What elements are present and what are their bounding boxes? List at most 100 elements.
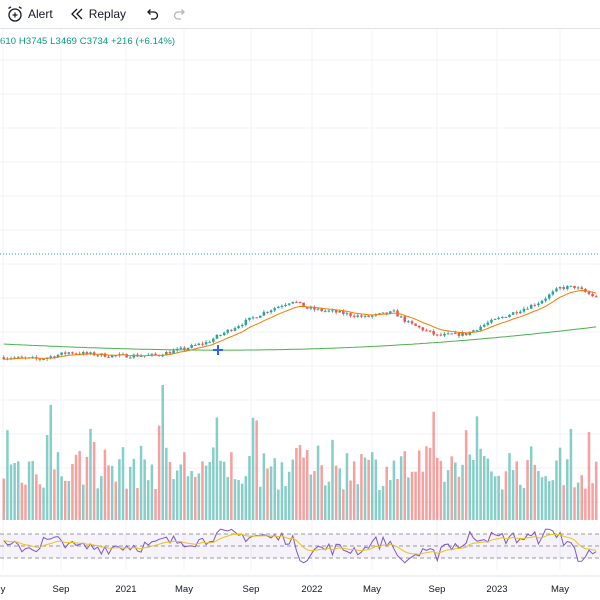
- volume-bar: [551, 480, 555, 520]
- volume-bar: [107, 465, 110, 520]
- alert-button[interactable]: Alert: [0, 0, 59, 28]
- volume-bar: [237, 480, 240, 520]
- candle: [594, 294, 598, 298]
- volume-bar: [9, 464, 13, 520]
- candle: [573, 285, 576, 290]
- candle: [482, 323, 486, 328]
- volume-bar: [515, 461, 518, 520]
- volume-bar: [432, 411, 435, 520]
- volume-bar: [342, 489, 345, 520]
- volume-bar: [587, 432, 591, 520]
- undo-button[interactable]: [138, 0, 166, 28]
- candle: [497, 316, 500, 320]
- volume-bar: [186, 476, 190, 520]
- volume-bar: [201, 461, 204, 520]
- volume-bar: [230, 452, 233, 520]
- candle: [128, 356, 132, 359]
- volume-bar: [526, 460, 529, 520]
- volume-bar: [71, 463, 74, 520]
- volume-bar: [573, 487, 576, 520]
- candle: [295, 300, 298, 303]
- volume-bar: [537, 471, 540, 520]
- volume-bar: [302, 457, 305, 520]
- candle: [201, 341, 204, 347]
- volume-bar: [389, 480, 392, 520]
- volume-bar: [417, 450, 421, 520]
- ema-slow-line: [3, 326, 597, 351]
- volume-bar: [248, 455, 251, 520]
- volume-bar: [396, 478, 399, 520]
- volume-bar: [172, 479, 175, 520]
- candle: [352, 313, 356, 319]
- candle: [529, 303, 533, 309]
- volume-bar: [49, 405, 53, 520]
- volume-bar: [74, 454, 78, 520]
- candle: [396, 309, 399, 317]
- candle: [562, 285, 565, 291]
- volume-bar: [439, 460, 443, 520]
- redo-button[interactable]: [166, 0, 194, 28]
- volume-bar: [410, 471, 414, 520]
- ohlc-legend: 610 H3745 L3469 C3734 +216 (+6.14%): [0, 36, 176, 47]
- candle: [327, 309, 331, 313]
- replay-button[interactable]: Replay: [63, 0, 132, 28]
- candle: [212, 337, 215, 344]
- volume-bar: [89, 428, 92, 520]
- volume-bar: [547, 481, 551, 520]
- candle: [251, 315, 255, 320]
- volume-bar: [511, 470, 515, 520]
- candle: [259, 315, 262, 318]
- volume-bar: [118, 459, 121, 520]
- volume-bar: [450, 456, 453, 520]
- candle: [342, 309, 345, 316]
- volume-bar: [179, 464, 183, 520]
- candle: [381, 312, 385, 314]
- volume-bar: [92, 441, 96, 520]
- candle: [432, 329, 435, 336]
- volume-bar: [504, 471, 508, 520]
- volume-bar: [443, 481, 446, 520]
- volume-bar: [240, 483, 244, 520]
- volume-bar: [190, 470, 193, 520]
- volume-bar: [31, 461, 34, 520]
- candle: [96, 354, 99, 358]
- volume-bar: [291, 459, 295, 520]
- candle: [486, 320, 490, 327]
- volume-bar: [519, 484, 522, 520]
- rewind-icon: [70, 8, 83, 20]
- candle: [71, 351, 74, 355]
- volume-bar: [277, 489, 280, 520]
- volume-bar: [562, 485, 565, 520]
- candle: [363, 315, 367, 319]
- volume-bar: [482, 456, 486, 520]
- candle: [291, 301, 295, 305]
- time-axis-label: 2021: [115, 584, 136, 595]
- candle: [410, 319, 414, 326]
- volume-bar: [327, 481, 331, 520]
- crosshair-plus-icon: [213, 345, 223, 355]
- volume-bar: [193, 476, 197, 520]
- volume-bar: [132, 458, 136, 520]
- volume-bar: [428, 447, 432, 520]
- candle: [215, 333, 219, 340]
- volume-bar: [67, 481, 71, 520]
- candle: [551, 289, 555, 297]
- candle: [591, 292, 594, 297]
- candle: [240, 323, 244, 328]
- volume-bar: [38, 484, 42, 520]
- volume-bar: [298, 445, 302, 520]
- volume-bar: [309, 474, 313, 520]
- replay-label: Replay: [88, 7, 127, 21]
- candle: [255, 317, 258, 319]
- volume-bar: [110, 465, 114, 520]
- volume-bar: [175, 470, 179, 520]
- volume-bar: [45, 435, 49, 520]
- candle: [82, 350, 85, 356]
- volume-bar: [255, 420, 258, 520]
- candle: [461, 330, 464, 337]
- volume-bar: [222, 461, 226, 520]
- volume-bar: [501, 489, 504, 520]
- volume-bar: [493, 476, 497, 520]
- volume-bar: [287, 471, 291, 520]
